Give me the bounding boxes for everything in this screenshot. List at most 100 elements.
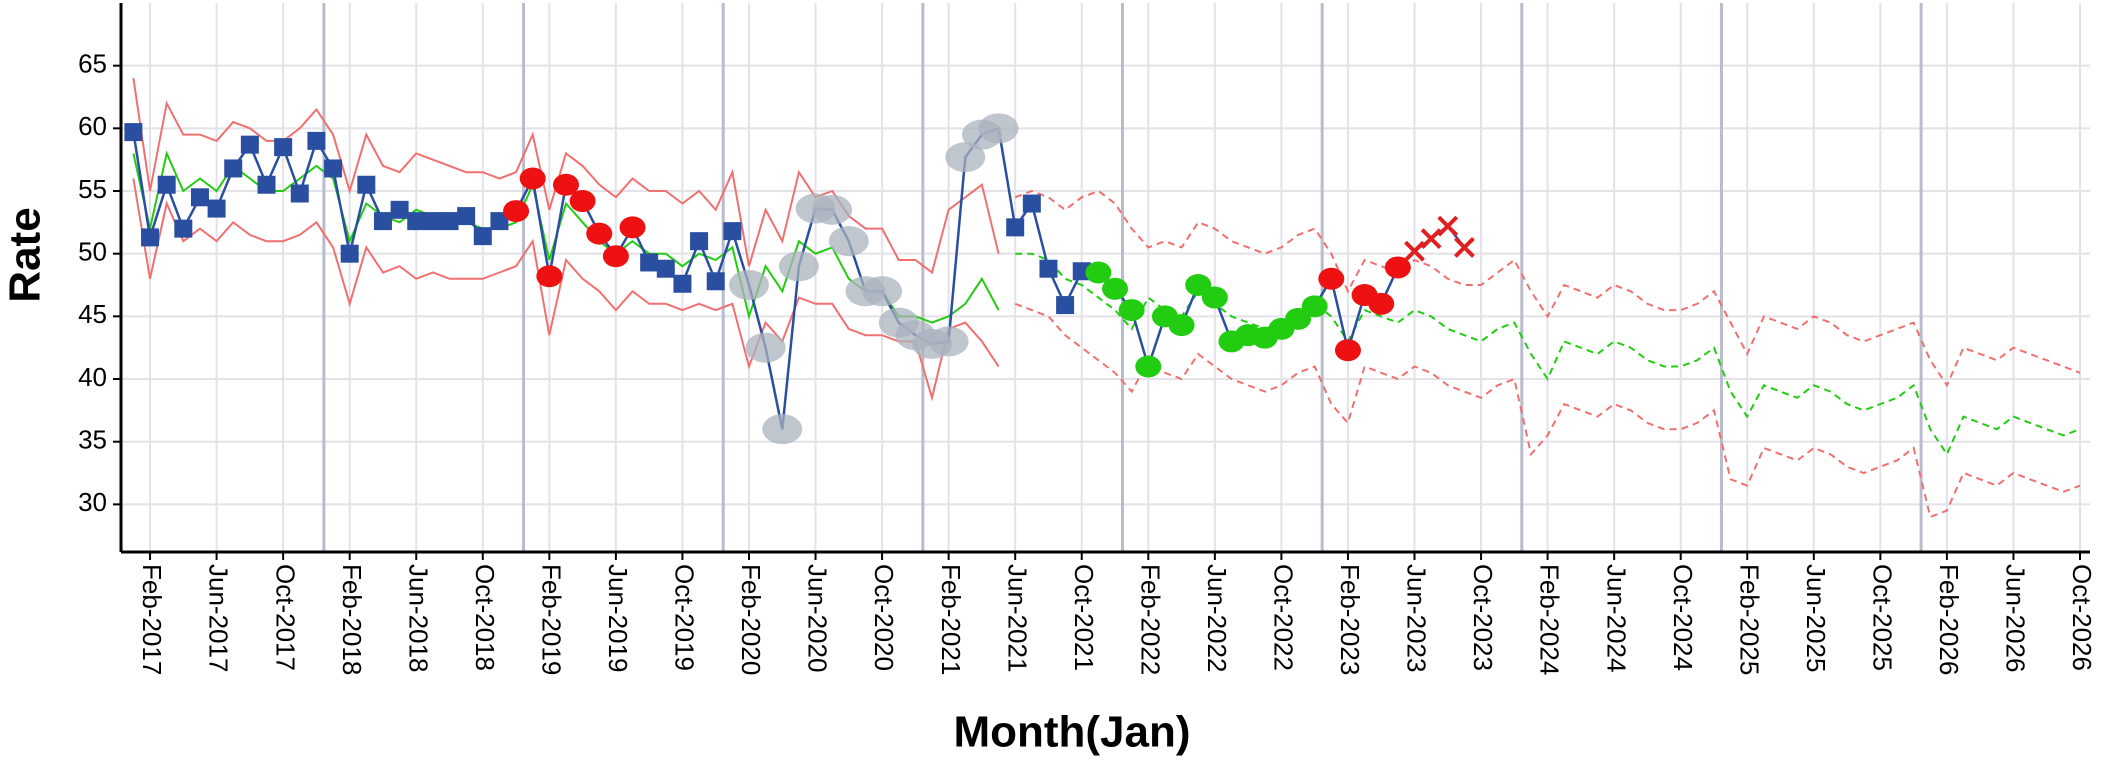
x-tick-label: Oct-2021: [1069, 564, 1099, 671]
marker-red: [569, 190, 596, 213]
marker-square: [257, 175, 276, 194]
marker-square: [340, 244, 359, 263]
marker-square: [357, 175, 376, 194]
x-tick-label: Jun-2019: [603, 564, 633, 672]
marker-red: [536, 265, 563, 288]
y-tick-label: 65: [78, 49, 107, 79]
marker-gray: [728, 270, 769, 301]
marker-square: [457, 207, 476, 226]
x-tick-label: Jun-2024: [1601, 564, 1631, 672]
marker-gray: [745, 332, 786, 363]
x-tick-label: Jun-2022: [1202, 564, 1232, 672]
marker-gray: [778, 251, 819, 282]
marker-green: [1118, 299, 1145, 322]
x-tick-label: Feb-2022: [1135, 564, 1165, 675]
marker-square: [240, 135, 259, 154]
marker-square: [307, 131, 326, 150]
marker-square: [706, 272, 725, 291]
marker-square: [690, 232, 709, 251]
grid: [121, 3, 2090, 552]
marker-square: [290, 184, 309, 203]
marker-red: [1334, 339, 1361, 362]
x-tick-label: Jun-2017: [204, 564, 234, 672]
marker-gray: [862, 276, 903, 307]
y-tick-label: 35: [78, 425, 107, 455]
series-line: [132, 178, 1000, 402]
marker-square: [423, 212, 442, 231]
marker-red: [1318, 267, 1345, 290]
x-tick-label: Oct-2022: [1269, 564, 1299, 671]
y-tick-label: 45: [78, 299, 107, 329]
marker-x: [1420, 228, 1442, 250]
x-tick-label: Feb-2023: [1335, 564, 1365, 675]
marker-square: [640, 253, 659, 272]
x-tick-label: Jun-2021: [1002, 564, 1032, 672]
x-tick-label: Oct-2025: [1867, 564, 1897, 671]
marker-square: [656, 259, 675, 278]
marker-square: [473, 227, 492, 246]
marker-green: [1201, 286, 1228, 309]
marker-gray: [945, 142, 986, 173]
x-tick-label: Oct-2026: [2067, 564, 2097, 671]
marker-square: [390, 200, 409, 219]
x-axis-title: Month(Jan): [953, 708, 1190, 757]
plot: [124, 78, 2081, 519]
marker-square: [373, 212, 392, 231]
marker-red: [602, 245, 629, 268]
marker-red: [1368, 292, 1395, 315]
x-tick-label: Oct-2017: [270, 564, 300, 671]
marker-square: [490, 212, 509, 231]
marker-red: [552, 173, 579, 196]
x-tick-label: Feb-2020: [736, 564, 766, 675]
x-tick-label: Feb-2021: [936, 564, 966, 675]
marker-square: [407, 212, 426, 231]
marker-square: [190, 188, 209, 207]
series-line: [1014, 189, 2081, 388]
y-axis-title: Rate: [1, 207, 50, 302]
x-tick-label: Feb-2017: [137, 564, 167, 675]
marker-square: [207, 199, 226, 218]
marker-red: [503, 200, 530, 223]
marker-square: [723, 222, 742, 241]
marker-red: [586, 222, 613, 245]
marker-gray: [978, 113, 1019, 144]
x-tick-label: Feb-2025: [1734, 564, 1764, 675]
x-tick-label: Feb-2026: [1934, 564, 1964, 675]
y-tick-label: 30: [78, 487, 107, 517]
y-tick-label: 40: [78, 362, 107, 392]
marker-square: [174, 219, 193, 238]
marker-square: [1022, 194, 1041, 213]
x-tick-label: Jun-2018: [403, 564, 433, 672]
marker-square: [1039, 259, 1058, 278]
marker-gray: [828, 226, 869, 257]
marker-green: [1085, 261, 1112, 284]
marker-square: [1006, 218, 1025, 237]
x-tick-label: Jun-2025: [1801, 564, 1831, 672]
x-tick-label: Jun-2023: [1402, 564, 1432, 672]
x-tick-label: Feb-2019: [536, 564, 566, 675]
marker-green: [1185, 274, 1212, 297]
marker-red: [1384, 256, 1411, 279]
marker-x: [1404, 240, 1425, 262]
marker-square: [673, 274, 692, 293]
marker-square: [274, 138, 293, 157]
marker-gray: [762, 414, 803, 445]
series-line: [1014, 302, 2081, 519]
marker-gray: [928, 326, 969, 357]
x-tick-label: Jun-2026: [2001, 564, 2031, 672]
x-tick-label: Oct-2018: [470, 564, 500, 671]
marker-square: [224, 159, 243, 178]
x-tick-label: Jun-2020: [803, 564, 833, 672]
marker-square: [124, 123, 143, 142]
marker-gray: [812, 194, 853, 225]
marker-square: [440, 212, 459, 231]
marker-green: [1285, 307, 1312, 330]
marker-x: [1453, 237, 1475, 258]
marker-red: [619, 216, 646, 239]
marker-green: [1168, 314, 1195, 337]
x-tick-label: Feb-2018: [337, 564, 367, 675]
x-tick-label: Oct-2019: [670, 564, 700, 671]
marker-green: [1301, 295, 1328, 318]
